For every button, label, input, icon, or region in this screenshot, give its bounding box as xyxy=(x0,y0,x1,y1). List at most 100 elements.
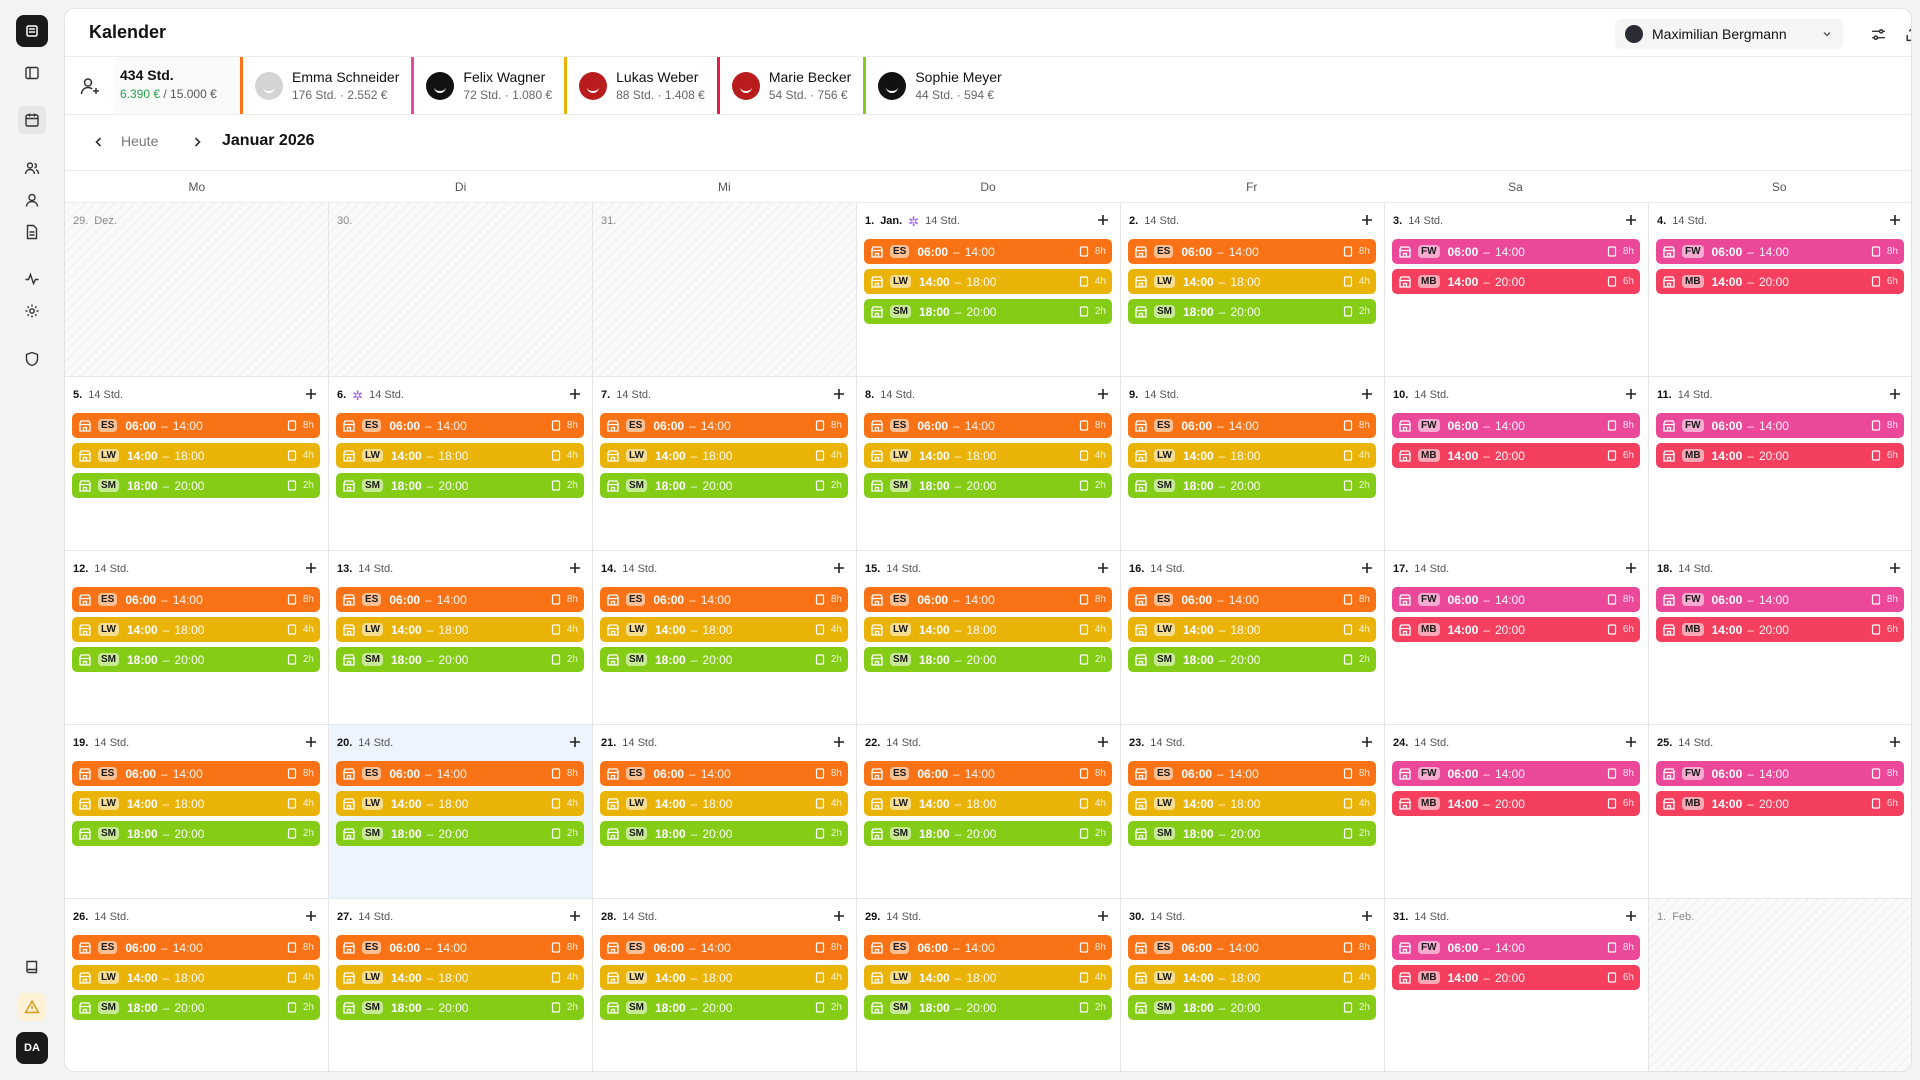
day-cell[interactable]: 17. 14 Std. FW 06:00–14:00 8h MB 14:00–20:00 6h xyxy=(1385,551,1649,725)
shift-card[interactable]: FW 06:00–14:00 8h xyxy=(1656,239,1904,264)
add-shift-button[interactable] xyxy=(1624,909,1638,923)
add-employee-button[interactable] xyxy=(65,57,115,114)
shift-card[interactable]: LW 14:00–18:00 4h xyxy=(864,443,1112,468)
day-cell[interactable]: 9. 14 Std. ES 06:00–14:00 8h LW 14:00–18:00 4h S… xyxy=(1121,377,1385,551)
activity-nav-icon[interactable] xyxy=(18,265,46,293)
day-cell[interactable]: 4. 14 Std. FW 06:00–14:00 8h MB 14:00–20:00 6h xyxy=(1649,203,1911,377)
shift-card[interactable]: SM 18:00–20:00 2h xyxy=(336,647,584,672)
calendar-nav-icon[interactable] xyxy=(18,106,46,134)
book-nav-icon[interactable] xyxy=(18,953,46,981)
shift-card[interactable]: SM 18:00–20:00 2h xyxy=(72,473,320,498)
add-shift-button[interactable] xyxy=(568,561,582,575)
shift-card[interactable]: LW 14:00–18:00 4h xyxy=(600,617,848,642)
shift-card[interactable]: ES 06:00–14:00 8h xyxy=(1128,413,1376,438)
add-shift-button[interactable] xyxy=(568,735,582,749)
shift-card[interactable]: SM 18:00–20:00 2h xyxy=(600,647,848,672)
shift-card[interactable]: LW 14:00–18:00 4h xyxy=(72,791,320,816)
shift-card[interactable]: LW 14:00–18:00 4h xyxy=(336,791,584,816)
shift-card[interactable]: SM 18:00–20:00 2h xyxy=(864,299,1112,324)
toggle-sidebar-icon[interactable] xyxy=(18,59,46,87)
shift-card[interactable]: ES 06:00–14:00 8h xyxy=(864,239,1112,264)
add-shift-button[interactable] xyxy=(1888,387,1902,401)
shift-card[interactable]: ES 06:00–14:00 8h xyxy=(864,935,1112,960)
filter-settings-button[interactable] xyxy=(1865,21,1891,47)
shift-card[interactable]: SM 18:00–20:00 2h xyxy=(1128,995,1376,1020)
shift-card[interactable]: ES 06:00–14:00 8h xyxy=(864,761,1112,786)
employee-summary[interactable]: Sophie Meyer 44 Std. · 594 € xyxy=(863,57,1013,114)
shift-card[interactable]: ES 06:00–14:00 8h xyxy=(336,413,584,438)
add-shift-button[interactable] xyxy=(1888,213,1902,227)
team-nav-icon[interactable] xyxy=(18,154,46,182)
day-cell[interactable]: 8. 14 Std. ES 06:00–14:00 8h LW 14:00–18:00 4h S… xyxy=(857,377,1121,551)
shift-card[interactable]: LW 14:00–18:00 4h xyxy=(72,617,320,642)
shift-card[interactable]: LW 14:00–18:00 4h xyxy=(1128,443,1376,468)
shift-card[interactable]: SM 18:00–20:00 2h xyxy=(864,821,1112,846)
shift-card[interactable]: SM 18:00–20:00 2h xyxy=(600,821,848,846)
shift-card[interactable]: LW 14:00–18:00 4h xyxy=(72,443,320,468)
shift-card[interactable]: FW 06:00–14:00 8h xyxy=(1656,587,1904,612)
add-shift-button[interactable] xyxy=(832,387,846,401)
shift-card[interactable]: ES 06:00–14:00 8h xyxy=(864,413,1112,438)
add-shift-button[interactable] xyxy=(1096,213,1110,227)
shift-card[interactable]: SM 18:00–20:00 2h xyxy=(1128,299,1376,324)
shift-card[interactable]: LW 14:00–18:00 4h xyxy=(864,269,1112,294)
shift-card[interactable]: LW 14:00–18:00 4h xyxy=(1128,269,1376,294)
shift-card[interactable]: ES 06:00–14:00 8h xyxy=(72,935,320,960)
add-shift-button[interactable] xyxy=(304,735,318,749)
shift-card[interactable]: FW 06:00–14:00 8h xyxy=(1392,587,1640,612)
shift-card[interactable]: ES 06:00–14:00 8h xyxy=(864,587,1112,612)
shift-card[interactable]: LW 14:00–18:00 4h xyxy=(1128,617,1376,642)
shift-card[interactable]: LW 14:00–18:00 4h xyxy=(600,965,848,990)
document-nav-icon[interactable] xyxy=(18,218,46,246)
add-shift-button[interactable] xyxy=(1360,909,1374,923)
day-cell[interactable]: 30. 14 Std. ES 06:00–14:00 8h LW 14:00–18:00 4h… xyxy=(1121,899,1385,1071)
day-cell[interactable]: 6. ✲ 14 Std. ES 06:00–14:00 8h LW 14:00–18:00 4h… xyxy=(329,377,593,551)
prev-month-button[interactable] xyxy=(89,132,109,152)
account-avatar[interactable]: DA xyxy=(16,1032,48,1064)
add-shift-button[interactable] xyxy=(1624,387,1638,401)
add-shift-button[interactable] xyxy=(1096,735,1110,749)
warning-icon[interactable] xyxy=(18,993,46,1021)
add-shift-button[interactable] xyxy=(1888,735,1902,749)
shift-card[interactable]: ES 06:00–14:00 8h xyxy=(1128,587,1376,612)
day-cell[interactable]: 21. 14 Std. ES 06:00–14:00 8h LW 14:00–18:00 4h… xyxy=(593,725,857,899)
day-cell[interactable]: 20. 14 Std. ES 06:00–14:00 8h LW 14:00–18:00 4h… xyxy=(329,725,593,899)
add-shift-button[interactable] xyxy=(304,387,318,401)
app-logo-icon[interactable] xyxy=(16,15,48,47)
add-shift-button[interactable] xyxy=(1624,735,1638,749)
shift-card[interactable]: LW 14:00–18:00 4h xyxy=(864,965,1112,990)
day-cell[interactable]: 15. 14 Std. ES 06:00–14:00 8h LW 14:00–18:00 4h… xyxy=(857,551,1121,725)
shift-card[interactable]: ES 06:00–14:00 8h xyxy=(1128,239,1376,264)
shift-card[interactable]: MB 14:00–20:00 6h xyxy=(1656,617,1904,642)
shift-card[interactable]: ES 06:00–14:00 8h xyxy=(600,587,848,612)
shift-card[interactable]: SM 18:00–20:00 2h xyxy=(600,473,848,498)
day-cell[interactable]: 16. 14 Std. ES 06:00–14:00 8h LW 14:00–18:00 4h… xyxy=(1121,551,1385,725)
shift-card[interactable]: FW 06:00–14:00 8h xyxy=(1392,761,1640,786)
add-shift-button[interactable] xyxy=(1096,387,1110,401)
day-cell[interactable]: 26. 14 Std. ES 06:00–14:00 8h LW 14:00–18:00 4h… xyxy=(65,899,329,1071)
shift-card[interactable]: LW 14:00–18:00 4h xyxy=(1128,965,1376,990)
shift-card[interactable]: ES 06:00–14:00 8h xyxy=(336,587,584,612)
shift-card[interactable]: SM 18:00–20:00 2h xyxy=(72,821,320,846)
today-button[interactable]: Heute xyxy=(121,133,159,149)
shift-card[interactable]: SM 18:00–20:00 2h xyxy=(864,473,1112,498)
add-shift-button[interactable] xyxy=(1360,735,1374,749)
add-shift-button[interactable] xyxy=(1096,561,1110,575)
export-button[interactable] xyxy=(1899,21,1911,47)
shift-card[interactable]: FW 06:00–14:00 8h xyxy=(1392,413,1640,438)
shift-card[interactable]: SM 18:00–20:00 2h xyxy=(336,821,584,846)
shield-nav-icon[interactable] xyxy=(18,345,46,373)
shift-card[interactable]: LW 14:00–18:00 4h xyxy=(1128,791,1376,816)
shift-card[interactable]: MB 14:00–20:00 6h xyxy=(1656,443,1904,468)
shift-card[interactable]: ES 06:00–14:00 8h xyxy=(336,761,584,786)
employee-summary[interactable]: Felix Wagner 72 Std. · 1.080 € xyxy=(411,57,564,114)
add-shift-button[interactable] xyxy=(832,561,846,575)
shift-card[interactable]: MB 14:00–20:00 6h xyxy=(1392,269,1640,294)
shift-card[interactable]: MB 14:00–20:00 6h xyxy=(1656,791,1904,816)
shift-card[interactable]: SM 18:00–20:00 2h xyxy=(864,995,1112,1020)
shift-card[interactable]: ES 06:00–14:00 8h xyxy=(72,587,320,612)
shift-card[interactable]: LW 14:00–18:00 4h xyxy=(600,443,848,468)
day-cell[interactable]: 2. 14 Std. ES 06:00–14:00 8h LW 14:00–18:00 4h S… xyxy=(1121,203,1385,377)
shift-card[interactable]: LW 14:00–18:00 4h xyxy=(864,791,1112,816)
shift-card[interactable]: ES 06:00–14:00 8h xyxy=(600,761,848,786)
